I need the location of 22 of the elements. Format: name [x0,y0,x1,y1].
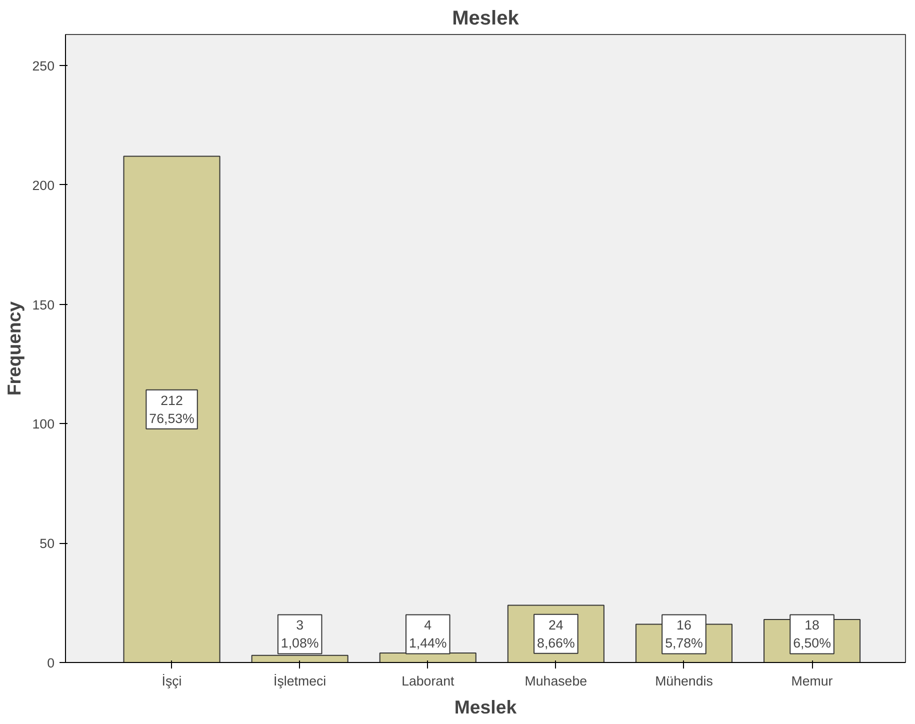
x-tick-label: Mühendis [655,674,714,688]
y-tick-label: 0 [47,656,55,670]
x-tick-label: Laborant [402,674,454,688]
y-axis-title: Frequency [3,300,24,396]
x-tick-label: İşletmeci [274,674,326,688]
x-tick-label: Memur [791,674,834,688]
x-tick-label: Muhasebe [524,674,588,688]
data-label: 212 76,53% [149,392,195,426]
data-label: 4 1,44% [408,618,447,651]
data-label: 3 1,08% [280,618,319,651]
y-tick-label: 150 [32,297,55,312]
y-tick-label: 250 [32,58,55,74]
y-tick-label: 50 [40,536,55,552]
x-tick-label: İşçi [162,674,182,688]
y-tick-label: 200 [32,178,55,193]
data-label: 24 8,66% [537,617,575,650]
data-label: 18 6,50% [793,618,832,651]
y-tick-label: 100 [32,416,55,432]
bar [123,156,220,662]
x-axis-title: Meslek [454,696,518,718]
chart-title: Meslek [452,8,520,30]
data-label: 16 5,78% [665,618,704,651]
